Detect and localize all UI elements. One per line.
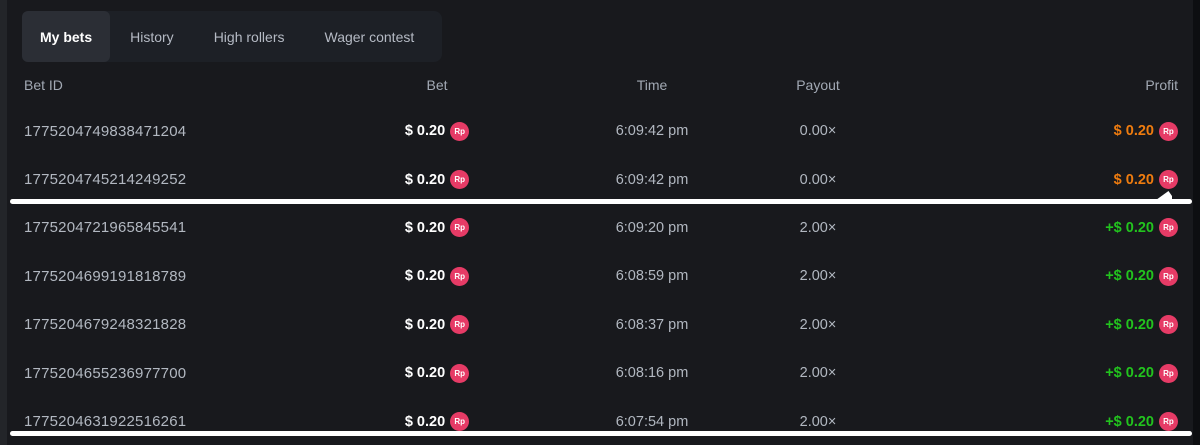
bet-payout: 2.00× bbox=[799, 413, 837, 430]
bet-payout: 0.00× bbox=[799, 123, 837, 140]
bet-payout: 2.00× bbox=[799, 316, 837, 333]
header-bet: Bet bbox=[426, 77, 448, 93]
rp-currency-icon: Rp bbox=[450, 218, 470, 238]
rp-currency-icon: Rp bbox=[1159, 266, 1178, 286]
bet-profit: $ 0.20 bbox=[1113, 123, 1154, 140]
bet-time: 6:09:20 pm bbox=[615, 219, 689, 236]
rp-currency-icon: Rp bbox=[450, 121, 470, 141]
bet-time: 6:08:59 pm bbox=[615, 268, 689, 285]
bet-amount: $ 0.20 bbox=[404, 171, 446, 188]
rp-currency-icon: Rp bbox=[1159, 170, 1178, 190]
bet-profit: +$ 0.20 bbox=[1105, 413, 1154, 430]
header-payout: Payout bbox=[796, 77, 840, 93]
table-body: 1775204749838471204 $ 0.20 Rp 6:09:42 pm… bbox=[0, 107, 1200, 445]
rp-currency-icon: Rp bbox=[450, 412, 470, 432]
bet-amount: $ 0.20 bbox=[404, 123, 446, 140]
bet-id: 1775204699191818789 bbox=[24, 267, 187, 285]
rp-currency-icon: Rp bbox=[1159, 218, 1178, 238]
white-divider-top bbox=[10, 199, 1192, 204]
table-row[interactable]: 1775204721965845541 $ 0.20 Rp 6:09:20 pm… bbox=[0, 204, 1200, 252]
table-row[interactable]: 1775204749838471204 $ 0.20 Rp 6:09:42 pm… bbox=[0, 107, 1200, 155]
table-row[interactable]: 1775204631922516261 $ 0.20 Rp 6:07:54 pm… bbox=[0, 397, 1200, 445]
rp-currency-icon: Rp bbox=[1159, 315, 1178, 335]
rp-currency-icon: Rp bbox=[450, 363, 470, 383]
bet-time: 6:07:54 pm bbox=[615, 413, 689, 430]
header-profit: Profit bbox=[1145, 77, 1178, 93]
bet-amount: $ 0.20 bbox=[404, 219, 446, 236]
tab-my-bets[interactable]: My bets bbox=[22, 11, 111, 62]
rp-currency-icon: Rp bbox=[1159, 363, 1178, 383]
table-row[interactable]: 1775204745214249252 $ 0.20 Rp 6:09:42 pm… bbox=[0, 155, 1200, 203]
bet-id: 1775204745214249252 bbox=[24, 171, 187, 189]
rp-currency-icon: Rp bbox=[1159, 121, 1178, 141]
bet-profit: +$ 0.20 bbox=[1105, 268, 1154, 285]
white-divider-bottom bbox=[10, 431, 1192, 436]
left-edge-strip bbox=[0, 0, 7, 445]
mouse-cursor-icon bbox=[1156, 191, 1172, 200]
table-row[interactable]: 1775204679248321828 $ 0.20 Rp 6:08:37 pm… bbox=[0, 301, 1200, 349]
rp-currency-icon: Rp bbox=[450, 266, 470, 286]
bet-amount: $ 0.20 bbox=[404, 365, 446, 382]
tab-wager-contest[interactable]: Wager contest bbox=[305, 11, 435, 62]
bet-profit: +$ 0.20 bbox=[1105, 219, 1154, 236]
bet-profit: +$ 0.20 bbox=[1105, 316, 1154, 333]
bet-payout: 2.00× bbox=[799, 268, 837, 285]
rp-currency-icon: Rp bbox=[450, 170, 470, 190]
tabs-bar: My bets History High rollers Wager conte… bbox=[22, 11, 443, 62]
tab-history[interactable]: History bbox=[110, 11, 194, 62]
bet-time: 6:09:42 pm bbox=[615, 171, 689, 188]
rp-currency-icon: Rp bbox=[1159, 412, 1178, 432]
bet-payout: 2.00× bbox=[799, 365, 837, 382]
bet-amount: $ 0.20 bbox=[404, 316, 446, 333]
right-edge-strip bbox=[1193, 0, 1200, 445]
rp-currency-icon: Rp bbox=[450, 315, 470, 335]
bet-amount: $ 0.20 bbox=[404, 268, 446, 285]
bet-amount: $ 0.20 bbox=[404, 413, 446, 430]
table-row[interactable]: 1775204655236977700 $ 0.20 Rp 6:08:16 pm… bbox=[0, 349, 1200, 397]
bet-time: 6:09:42 pm bbox=[615, 123, 689, 140]
bet-payout: 2.00× bbox=[799, 219, 837, 236]
header-time: Time bbox=[636, 77, 668, 93]
bet-id: 1775204679248321828 bbox=[24, 316, 187, 334]
bet-id: 1775204655236977700 bbox=[24, 364, 187, 382]
bet-id: 1775204631922516261 bbox=[24, 413, 187, 431]
header-bet-id: Bet ID bbox=[24, 77, 63, 93]
tab-high-rollers[interactable]: High rollers bbox=[194, 11, 305, 62]
bet-time: 6:08:16 pm bbox=[615, 365, 689, 382]
table-row[interactable]: 1775204699191818789 $ 0.20 Rp 6:08:59 pm… bbox=[0, 252, 1200, 300]
bet-id: 1775204749838471204 bbox=[24, 122, 187, 140]
table-header: Bet ID Bet Time Payout Profit bbox=[0, 70, 1200, 100]
bet-profit: +$ 0.20 bbox=[1105, 365, 1154, 382]
bet-id: 1775204721965845541 bbox=[24, 219, 187, 237]
bet-payout: 0.00× bbox=[799, 171, 837, 188]
bet-time: 6:08:37 pm bbox=[615, 316, 689, 333]
bet-profit: $ 0.20 bbox=[1113, 171, 1154, 188]
